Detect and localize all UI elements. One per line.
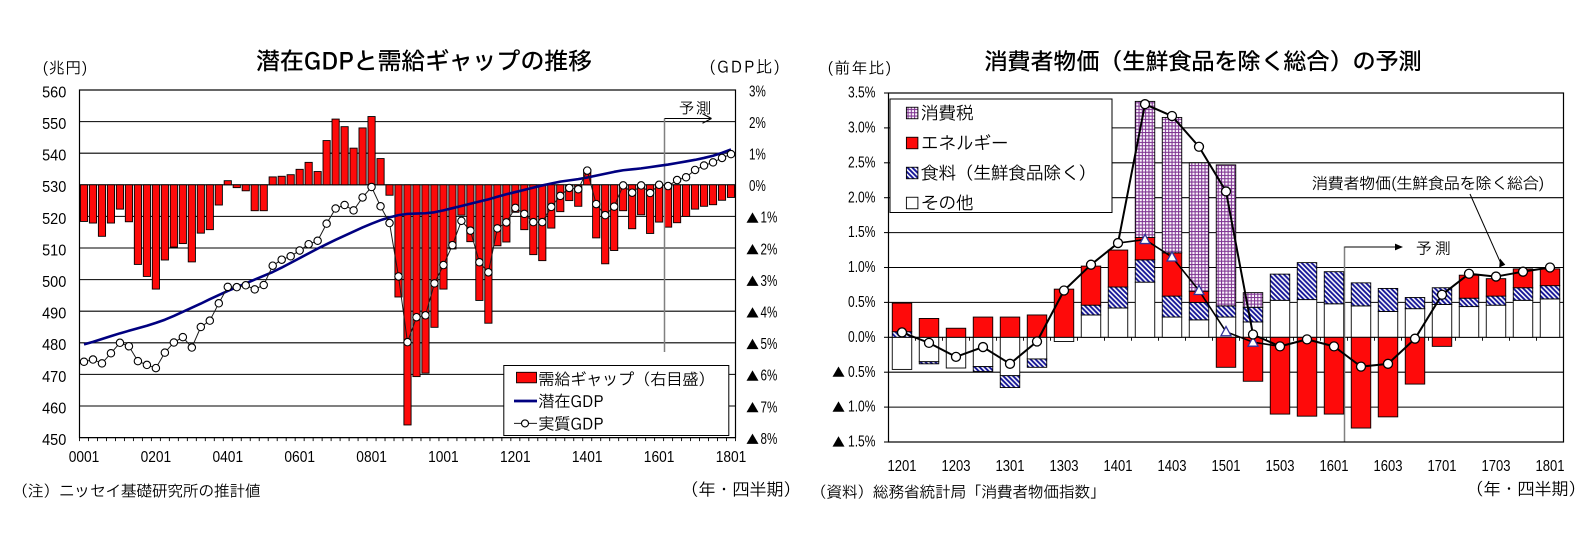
svg-text:3.5%: 3.5% bbox=[848, 85, 876, 102]
svg-text:0601: 0601 bbox=[284, 449, 315, 466]
svg-text:550: 550 bbox=[42, 116, 66, 133]
svg-text:1801: 1801 bbox=[1536, 458, 1565, 475]
svg-text:1601: 1601 bbox=[644, 449, 675, 466]
svg-text:1.0%: 1.0% bbox=[848, 259, 876, 276]
svg-text:1301: 1301 bbox=[996, 458, 1025, 475]
svg-text:0801: 0801 bbox=[356, 449, 387, 466]
svg-text:2%: 2% bbox=[761, 241, 778, 258]
svg-text:1201: 1201 bbox=[888, 458, 917, 475]
svg-text:500: 500 bbox=[42, 274, 66, 291]
svg-text:2%: 2% bbox=[749, 115, 766, 132]
svg-text:2.0%: 2.0% bbox=[848, 189, 876, 206]
svg-text:1303: 1303 bbox=[1050, 458, 1079, 475]
svg-text:530: 530 bbox=[42, 179, 66, 196]
svg-text:1203: 1203 bbox=[942, 458, 971, 475]
svg-text:4%: 4% bbox=[761, 305, 778, 322]
svg-text:1401: 1401 bbox=[572, 449, 603, 466]
svg-text:0401: 0401 bbox=[213, 449, 244, 466]
svg-text:1801: 1801 bbox=[716, 449, 747, 466]
svg-text:0.5%: 0.5% bbox=[848, 294, 876, 311]
svg-text:520: 520 bbox=[42, 211, 66, 228]
svg-text:0001: 0001 bbox=[69, 449, 100, 466]
svg-text:0.5%: 0.5% bbox=[848, 364, 876, 381]
svg-text:2.5%: 2.5% bbox=[848, 154, 876, 171]
svg-text:1503: 1503 bbox=[1266, 458, 1295, 475]
svg-text:1201: 1201 bbox=[500, 449, 531, 466]
svg-text:1403: 1403 bbox=[1158, 458, 1187, 475]
svg-text:5%: 5% bbox=[761, 336, 778, 353]
svg-text:0%: 0% bbox=[749, 178, 766, 195]
svg-text:6%: 6% bbox=[761, 368, 778, 385]
svg-text:510: 510 bbox=[42, 242, 66, 259]
svg-text:0.0%: 0.0% bbox=[848, 329, 876, 346]
svg-text:1603: 1603 bbox=[1374, 458, 1403, 475]
svg-text:1501: 1501 bbox=[1212, 458, 1241, 475]
svg-text:8%: 8% bbox=[761, 431, 778, 448]
svg-text:3.0%: 3.0% bbox=[848, 120, 876, 137]
svg-text:1.5%: 1.5% bbox=[848, 434, 876, 451]
svg-text:1703: 1703 bbox=[1482, 458, 1511, 475]
svg-text:480: 480 bbox=[42, 337, 66, 354]
svg-text:1.0%: 1.0% bbox=[848, 399, 876, 416]
svg-text:0201: 0201 bbox=[141, 449, 172, 466]
svg-text:490: 490 bbox=[42, 306, 66, 323]
svg-text:3%: 3% bbox=[761, 273, 778, 290]
svg-text:1701: 1701 bbox=[1428, 458, 1457, 475]
svg-text:1601: 1601 bbox=[1320, 458, 1349, 475]
svg-text:1%: 1% bbox=[761, 210, 778, 227]
svg-text:1%: 1% bbox=[749, 147, 766, 164]
svg-text:1.5%: 1.5% bbox=[848, 224, 876, 241]
svg-text:3%: 3% bbox=[749, 83, 766, 100]
svg-text:7%: 7% bbox=[761, 399, 778, 416]
svg-text:560: 560 bbox=[42, 84, 66, 101]
svg-text:450: 450 bbox=[42, 432, 66, 449]
svg-text:460: 460 bbox=[42, 400, 66, 417]
svg-text:1401: 1401 bbox=[1104, 458, 1133, 475]
svg-text:540: 540 bbox=[42, 148, 66, 165]
svg-text:1001: 1001 bbox=[428, 449, 459, 466]
svg-text:470: 470 bbox=[42, 369, 66, 386]
